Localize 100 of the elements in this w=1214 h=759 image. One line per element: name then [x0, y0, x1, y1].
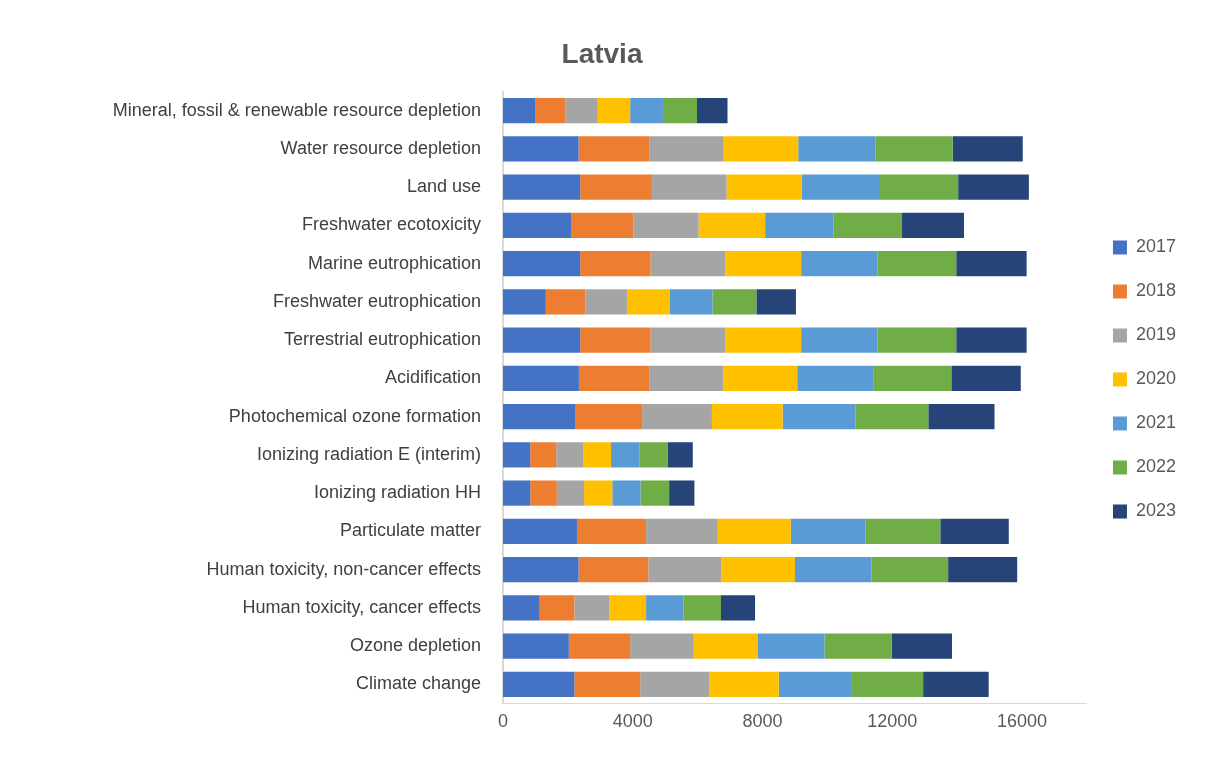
bar [712, 289, 757, 315]
bar [649, 365, 724, 391]
bar [711, 404, 783, 430]
x-tick-label: 8000 [742, 711, 783, 732]
bar [568, 633, 631, 659]
bar [778, 671, 852, 697]
bar [709, 671, 779, 697]
bar [503, 327, 581, 353]
y-tick-label: Freshwater eutrophication [272, 290, 481, 311]
bar [758, 633, 825, 659]
x-tick-label: 12000 [867, 711, 918, 732]
x-tick-label: 16000 [997, 711, 1048, 732]
bar [646, 518, 718, 544]
bar [797, 365, 874, 391]
bar [545, 289, 586, 315]
bar [725, 327, 802, 353]
bar [956, 251, 1027, 277]
bar [958, 174, 1029, 200]
bar [698, 212, 766, 239]
bar [580, 174, 652, 200]
bar [640, 671, 710, 697]
bar [576, 518, 647, 544]
bar [756, 289, 796, 315]
y-tick-label: Photochemical ozone formation [228, 405, 481, 426]
bar [721, 595, 756, 621]
bar [530, 442, 557, 468]
bar [639, 442, 668, 468]
bar [503, 136, 579, 162]
bar [956, 327, 1027, 353]
bar [782, 404, 856, 430]
bar [642, 404, 712, 430]
bar [585, 289, 627, 315]
bar [948, 556, 1018, 583]
x-tick-label: 4000 [612, 711, 653, 732]
legend-label: 2021 [1135, 412, 1176, 433]
bar [669, 480, 695, 506]
bar [503, 671, 575, 697]
bar [609, 595, 647, 621]
bar [871, 556, 949, 583]
bar [662, 98, 697, 124]
bar [801, 327, 878, 353]
bar [503, 289, 546, 315]
bar [667, 442, 693, 468]
bar [556, 480, 585, 506]
bar [530, 480, 557, 506]
bar [877, 327, 957, 353]
bar [503, 212, 572, 239]
bar [574, 595, 610, 621]
bar [578, 556, 649, 583]
bar [723, 136, 799, 162]
bar [928, 404, 995, 430]
bar [650, 251, 726, 277]
bar [891, 633, 952, 659]
legend-label: 2017 [1135, 236, 1176, 257]
y-tick-label: Human toxicity, non-cancer effects [206, 558, 481, 579]
bar [877, 251, 957, 277]
legend-label: 2023 [1135, 500, 1176, 521]
y-tick-label: Human toxicity, cancer effects [242, 596, 481, 617]
bar [697, 98, 728, 124]
bar [723, 365, 798, 391]
bar [584, 480, 613, 506]
bar [503, 98, 536, 124]
chart-title: Latvia [561, 37, 643, 69]
y-tick-label: Particulate matter [339, 520, 481, 541]
bar [649, 136, 724, 162]
bar [640, 480, 670, 506]
bar [726, 174, 802, 200]
legend-label: 2020 [1135, 368, 1176, 389]
bar [535, 98, 566, 124]
bar [503, 174, 581, 200]
bar [503, 556, 579, 583]
bar [952, 136, 1023, 162]
bar [824, 633, 892, 659]
bar [790, 518, 866, 544]
bar [574, 671, 641, 697]
y-tick-label: Acidification [384, 367, 481, 388]
y-tick-label: Water resource depletion [280, 137, 481, 158]
bar [794, 556, 872, 583]
bar [503, 442, 531, 468]
legend-label: 2019 [1135, 324, 1176, 345]
bar [612, 480, 641, 506]
bar [503, 365, 579, 391]
bar [801, 174, 880, 200]
bar [851, 671, 924, 697]
y-tick-label: Climate change [355, 673, 481, 694]
bar [580, 327, 651, 353]
bar [669, 289, 713, 315]
bar [578, 365, 650, 391]
bar [721, 556, 795, 583]
bar [648, 556, 722, 583]
bar [580, 251, 651, 277]
bar [503, 251, 581, 277]
bar [503, 404, 576, 430]
y-tick-label: Marine eutrophication [307, 252, 481, 273]
y-tick-label: Ionizing radiation E (interim) [256, 443, 481, 464]
bar [646, 595, 684, 621]
bar [940, 518, 1009, 544]
bar [683, 595, 722, 621]
bar [765, 212, 834, 239]
y-tick-label: Freshwater ecotoxicity [301, 214, 481, 235]
